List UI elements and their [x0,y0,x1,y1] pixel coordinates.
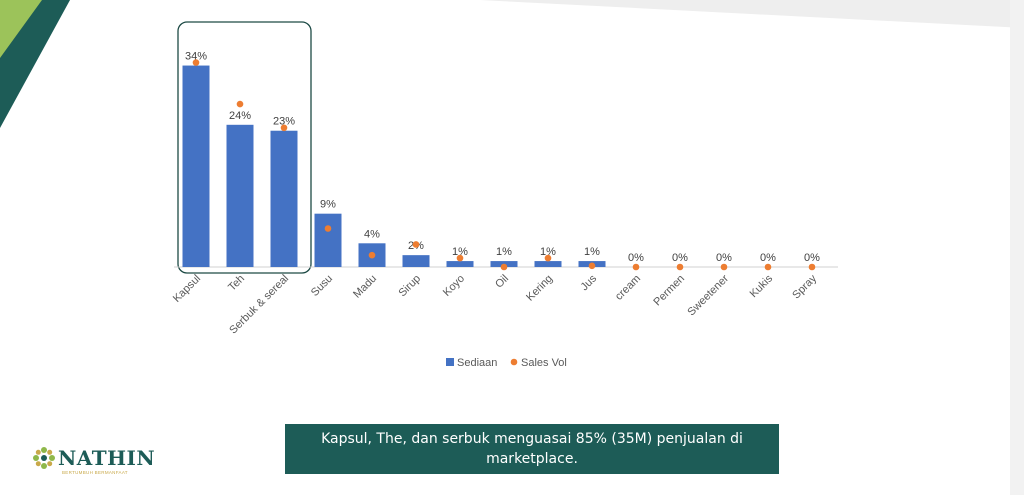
bar-teh [226,124,254,267]
logo-wordmark: NATHIN [58,446,156,470]
category-tick-label: Sirup [396,273,423,300]
summary-callout: Kapsul, The, dan serbuk menguasai 85% (3… [285,424,779,474]
bar-kapsul [182,65,210,267]
data-label: 1% [496,246,512,258]
data-label: 0% [804,252,820,264]
data-label: 1% [452,246,468,258]
bar-sirup [402,255,430,267]
sales-vol-point [588,262,596,270]
data-label: 0% [672,252,688,264]
category-tick-label: Madu [351,273,379,301]
flower-logo-icon [33,447,55,469]
bar-kering [534,261,562,267]
data-label: 0% [716,252,732,264]
category-tick-label: Teh [226,273,247,294]
right-edge-shade [1010,0,1024,495]
data-label: 4% [364,228,380,240]
sales-vol-point [500,263,508,271]
category-tick-label: Sweetener [685,272,731,318]
sales-vol-point [676,263,684,271]
sales-vol-point [720,263,728,271]
data-label: 9% [320,199,336,211]
category-tick-label: cream [613,273,643,303]
sales-vol-point [192,59,200,66]
sales-vol-point [236,100,244,108]
data-label: 0% [628,252,644,264]
sales-vol-point [412,241,420,248]
category-tick-label: Kering [524,273,555,304]
data-label: 34% [185,51,207,63]
logo-tagline: BERTUMBUH BERMANFAAT [62,470,128,475]
category-tick-label: Spray [790,272,819,301]
summary-callout-text: Kapsul, The, dan serbuk menguasai 85% (3… [321,431,743,467]
category-tick-label: Kukis [748,272,776,300]
sales-vol-point [808,263,816,271]
bar-koyo [446,261,474,267]
legend-swatch-sediaan [446,358,454,366]
category-tick-label: Kapsul [171,273,203,305]
category-tick-label: Susu [309,273,335,299]
bar-serbuk-sereal [270,130,298,267]
data-label: 23% [273,116,295,128]
category-tick-label: Koyo [441,273,467,299]
sales-vol-point [456,254,464,262]
legend-label-sales-vol: Sales Vol [521,357,567,369]
category-tick-label: Oil [493,273,511,291]
sales-vol-point [632,263,640,271]
sales-vol-point [324,225,332,232]
legend-label-sediaan: Sediaan [457,357,497,369]
category-tick-label: Jus [579,272,600,293]
data-label: 0% [760,252,776,264]
sales-vol-point [280,124,288,132]
legend-marker-sales-vol [510,358,518,366]
bar-susu [314,213,342,267]
top-right-gray-band [480,0,1024,28]
data-label: 1% [540,246,556,258]
category-tick-label: Permen [651,273,687,309]
teal-corner-stripe [0,0,70,128]
highlight-box [177,21,312,274]
data-label: 1% [584,246,600,258]
sales-vol-point [368,251,376,259]
data-label: 24% [229,110,251,122]
sales-vol-point [764,263,772,271]
sales-vol-point [544,254,552,262]
